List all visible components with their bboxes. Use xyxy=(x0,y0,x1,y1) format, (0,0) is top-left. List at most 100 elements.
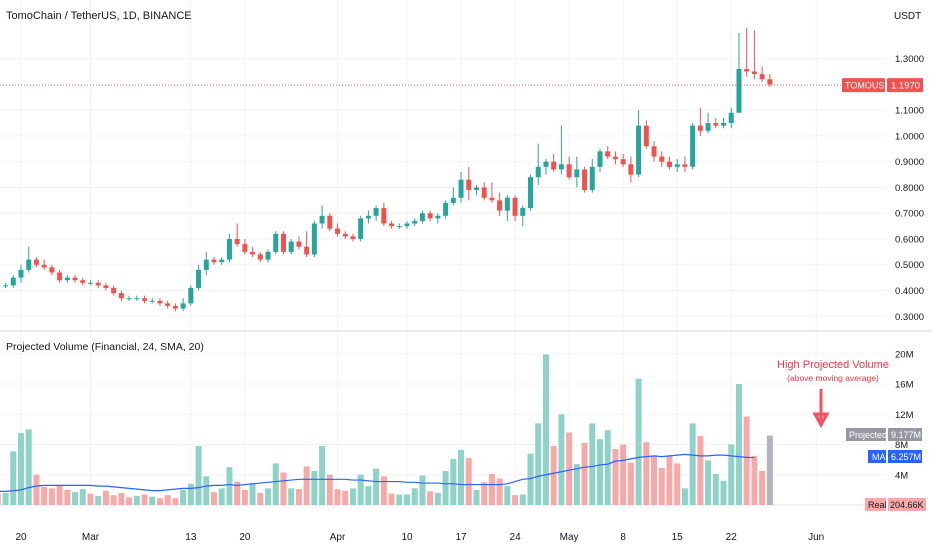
volume-bar xyxy=(434,492,441,505)
candle-body xyxy=(296,241,302,247)
candle-body xyxy=(26,259,32,270)
volume-bar xyxy=(751,455,758,505)
candle-body xyxy=(180,303,186,309)
volume-bar xyxy=(33,474,40,505)
high-volume-annotation: High Projected Volume (above moving aver… xyxy=(777,359,889,429)
candle-body xyxy=(280,233,286,252)
price-tick-label: 0.9000 xyxy=(895,157,924,168)
volume-bar xyxy=(473,489,480,505)
volume-bar xyxy=(643,442,650,505)
candle-body xyxy=(10,277,16,286)
volume-bar xyxy=(203,476,210,505)
real-label-bg xyxy=(865,498,886,511)
volume-bar xyxy=(566,432,573,505)
candle-body xyxy=(767,79,773,85)
last-price-value: 1.1970 xyxy=(891,81,920,92)
volume-tick-label: 12M xyxy=(895,410,914,421)
volume-bar xyxy=(342,490,349,505)
candle-body xyxy=(226,238,232,260)
candle-body xyxy=(57,272,63,281)
candle-body xyxy=(713,123,719,126)
volume-bar xyxy=(126,497,133,505)
candle-body xyxy=(643,125,649,147)
price-tick-label: 0.6000 xyxy=(895,234,924,245)
candle-body xyxy=(404,223,410,227)
volume-bar xyxy=(172,498,179,505)
candle-body xyxy=(419,213,425,221)
candle-body xyxy=(543,161,549,167)
time-tick-label: Mar xyxy=(82,532,100,543)
candle-body xyxy=(736,68,742,113)
time-tick-label: 22 xyxy=(726,532,738,543)
volume-bar xyxy=(651,455,658,505)
volume-bar xyxy=(241,489,248,505)
candle-body xyxy=(682,164,688,167)
volume-bar xyxy=(705,460,712,505)
candle-body xyxy=(466,179,472,191)
projected-volume-bar xyxy=(766,435,773,505)
candle-body xyxy=(196,269,202,288)
candle-body xyxy=(157,300,163,304)
candle-body xyxy=(412,220,418,224)
volume-bar xyxy=(41,486,48,505)
volume-indicator-title[interactable]: Projected Volume (Financial, 24, SMA, 20… xyxy=(6,341,204,353)
volume-bar xyxy=(102,490,109,505)
volume-bar xyxy=(419,475,426,505)
volume-bar xyxy=(597,439,603,505)
volume-axis[interactable]: 20M 16M 12M 8M 4M xyxy=(895,349,914,481)
volume-bar xyxy=(450,458,457,505)
last-price-value-bg xyxy=(887,78,923,93)
price-tick-label: 0.4000 xyxy=(895,286,924,297)
volume-bar xyxy=(388,493,395,505)
candle-body xyxy=(18,269,24,278)
projected-value-bg xyxy=(888,428,922,441)
volume-bar xyxy=(272,463,279,505)
price-tick-label: 1.3000 xyxy=(895,54,924,65)
volume-bar xyxy=(95,495,102,505)
candle-body xyxy=(211,259,217,263)
volume-bar xyxy=(728,444,735,505)
volume-bar xyxy=(0,493,1,505)
candle-body xyxy=(697,125,703,131)
volume-bar xyxy=(257,492,264,505)
price-axis[interactable]: 1.3000 1.1000 1.0000 0.9000 0.8000 0.7000 0.60… xyxy=(895,54,924,323)
candle-body xyxy=(528,177,534,209)
volume-bar xyxy=(735,384,742,505)
symbol-title[interactable]: TomoChain / TetherUS, 1D, BINANCE xyxy=(6,10,192,22)
candle-body xyxy=(288,241,294,252)
candle-body xyxy=(450,197,456,203)
volume-bar xyxy=(164,495,171,505)
volume-bar xyxy=(25,429,32,505)
candle-body xyxy=(219,259,225,263)
candle-body xyxy=(365,215,371,219)
volume-bar xyxy=(280,472,287,505)
candle-body xyxy=(574,169,580,178)
ma-value-bg xyxy=(888,450,922,463)
candle-body xyxy=(142,298,148,301)
ma-line xyxy=(0,453,755,492)
candle-body xyxy=(728,112,734,124)
candle-body xyxy=(620,159,626,165)
volume-bar xyxy=(311,470,318,505)
time-tick-label: 13 xyxy=(185,532,197,543)
volume-bar xyxy=(743,416,750,505)
candle-body xyxy=(558,164,564,170)
time-tick-label: 20 xyxy=(15,532,27,543)
volume-bar xyxy=(133,495,140,505)
volume-bar xyxy=(658,467,665,505)
volume-bar xyxy=(442,470,449,505)
candle-body xyxy=(659,156,665,162)
volume-bar xyxy=(759,470,766,505)
volume-bar xyxy=(458,449,465,505)
price-tick-label: 0.3000 xyxy=(895,312,924,323)
volume-bar xyxy=(519,494,526,505)
ma-badge: MA 6.257M xyxy=(868,450,922,463)
time-axis[interactable]: 20 Mar 13 20 Apr 10 17 24 May 8 15 22 Jun xyxy=(15,532,824,543)
volume-bar xyxy=(573,464,580,505)
candle-body xyxy=(597,151,603,167)
volume-bar xyxy=(56,485,63,505)
candles xyxy=(0,27,773,312)
candle-body xyxy=(489,197,495,201)
volume-bar xyxy=(187,483,194,505)
